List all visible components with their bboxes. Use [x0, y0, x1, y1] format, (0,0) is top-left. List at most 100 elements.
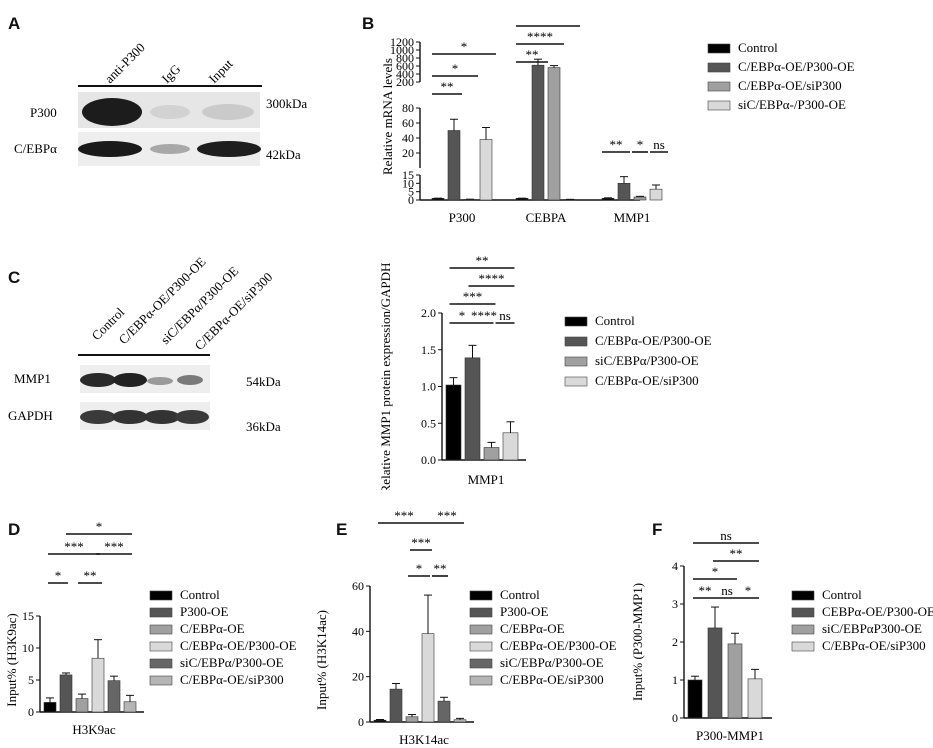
y-tick-label: 600 — [396, 59, 414, 73]
bar — [437, 700, 451, 723]
row-label-gapdh: GAPDH — [8, 408, 53, 423]
legend-label: Control — [738, 40, 778, 55]
sig-bracket-label: ns — [499, 308, 511, 323]
legend-label: siC/EBPα-/P300-OE — [738, 97, 846, 112]
bar — [617, 183, 631, 201]
band-mmp1-3 — [147, 377, 173, 385]
panel-letter-c: C — [8, 268, 21, 287]
y-tick-label: 1 — [672, 673, 678, 687]
y-tick-label: 60 — [352, 579, 364, 593]
bar — [421, 633, 435, 723]
lane-label-oe-si: C/EBPα-OE/siP300 — [192, 269, 276, 353]
sig-bracket-label: * — [712, 564, 719, 579]
legend-swatch — [707, 43, 731, 54]
legend-swatch — [469, 607, 493, 618]
chart-f: 0 1 2 3 4 Input% (P300-MMP1) P300-MMP1 Control C… — [630, 528, 933, 743]
y-tick-label: 15 — [402, 168, 414, 182]
band-mmp1-1 — [80, 373, 116, 387]
y-tick-label: 20 — [352, 670, 364, 684]
bar — [601, 198, 615, 201]
bar — [633, 196, 647, 201]
band-mmp1-2 — [113, 373, 147, 387]
legend-label: C/EBPα-OE/siP300 — [180, 672, 284, 687]
bar — [373, 719, 387, 723]
legend-swatch — [149, 607, 173, 618]
band-gapdh-2 — [112, 410, 148, 424]
legend-label: P300-OE — [180, 604, 228, 619]
legend-swatch — [149, 658, 173, 669]
bar — [43, 702, 57, 713]
legend-label: C/EBPα-OE/siP300 — [822, 638, 926, 653]
x-tick-label: P300-MMP1 — [696, 728, 764, 743]
legend-swatch — [564, 356, 588, 367]
sig-bracket-label: *** — [104, 539, 124, 554]
x-tick-label: CEBPA — [526, 210, 567, 225]
legend-label: C/EBPα-OE/siP300 — [738, 78, 842, 93]
sig-bracket-label: ns — [720, 528, 732, 543]
legend-swatch — [469, 624, 493, 635]
bar — [75, 698, 89, 713]
row-label-cebpa: C/EBPα — [14, 141, 57, 156]
x-tick-label: H3K14ac — [399, 732, 449, 747]
legend-swatch — [564, 336, 588, 347]
panel-letter-d: D — [8, 520, 21, 539]
band-p300-anti — [82, 98, 142, 126]
y-tick-label: 1000 — [390, 43, 414, 57]
x-tick-label: H3K9ac — [72, 722, 116, 737]
bar — [727, 643, 743, 719]
y-tick-label: 15 — [22, 609, 34, 623]
x-tick-label: MMP1 — [614, 210, 651, 225]
bar — [531, 64, 545, 201]
legend-label: C/EBPα-OE/P300-OE — [595, 333, 712, 348]
sig-bracket-label: ** — [441, 79, 454, 94]
row-label-p300: P300 — [30, 105, 57, 120]
bar — [107, 680, 121, 713]
lane-label-igg: IgG — [159, 61, 184, 86]
bar — [445, 384, 462, 461]
sig-bracket-label: ** — [526, 47, 539, 62]
legend-label: C/EBPα-OE — [500, 621, 565, 636]
legend-swatch — [564, 376, 588, 387]
bar — [479, 139, 493, 201]
legend-swatch — [791, 607, 815, 618]
legend-swatch — [791, 624, 815, 635]
bar — [453, 719, 467, 723]
bar — [707, 627, 723, 719]
sig-bracket-label: ns — [721, 583, 733, 598]
sig-bracket-label: * — [416, 561, 423, 576]
y-tick-label: 1.5 — [421, 343, 436, 357]
y-tick-label: 0.5 — [421, 416, 436, 430]
legend-swatch — [149, 590, 173, 601]
legend-label: Control — [500, 587, 540, 602]
legend-swatch — [149, 624, 173, 635]
y-tick-label: 800 — [396, 51, 414, 65]
bar — [123, 701, 137, 713]
blot-c: Control C/EBPα-OE/P300-OE siC/EBPα/P300-… — [8, 255, 281, 434]
y-tick-label: 0 — [672, 711, 678, 725]
y-tick-label: 2.0 — [421, 306, 436, 320]
bar — [547, 67, 561, 201]
blot-a: anti-P300 IgG Input P300 C/EBPα 300kDa 4… — [14, 40, 307, 166]
legend-label: Control — [595, 313, 635, 328]
size-label-54kda: 54kDa — [246, 374, 281, 389]
y-tick-label: 1200 — [390, 35, 414, 49]
y-axis-label: Input% (H3K14ac) — [314, 610, 329, 710]
y-tick-label: 5 — [28, 673, 34, 687]
legend-label: C/EBPα-OE/siP300 — [595, 373, 699, 388]
sig-bracket-label: * — [637, 137, 644, 152]
sig-bracket-label: *** — [411, 535, 431, 550]
x-tick-label: P300 — [449, 210, 476, 225]
legend-label: siC/EBPα/P300-OE — [595, 353, 699, 368]
bar — [483, 447, 500, 461]
y-tick-label: 10 — [22, 641, 34, 655]
bar — [502, 432, 519, 461]
y-tick-label: 20 — [402, 146, 414, 160]
legend-label: Control — [180, 587, 220, 602]
legend-swatch — [469, 658, 493, 669]
bar — [59, 674, 73, 713]
bar — [405, 716, 419, 723]
legend-label: siC/EBPα/P300-OE — [500, 655, 604, 670]
panel-letter-a: A — [8, 14, 21, 33]
band-gapdh-3 — [144, 410, 180, 424]
size-label-42kda: 42kDa — [266, 147, 301, 162]
